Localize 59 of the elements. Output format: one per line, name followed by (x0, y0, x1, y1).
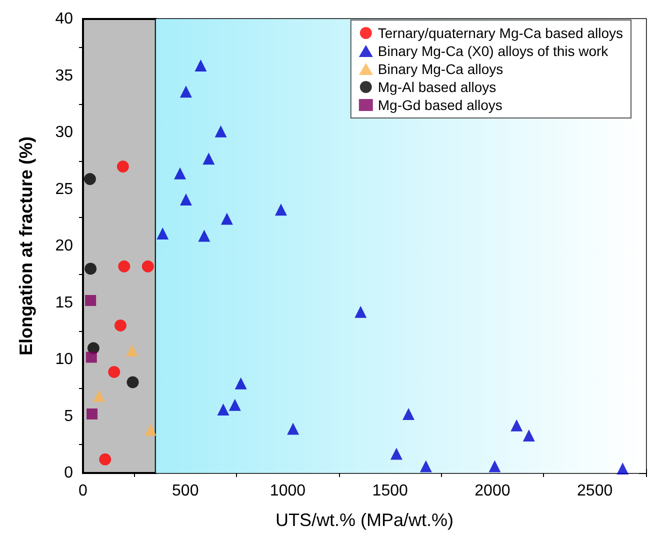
point (420, 460, 432, 472)
point (85, 294, 96, 306)
y-tick-label: 15 (55, 294, 74, 312)
point (142, 260, 154, 272)
y-tick-label: 30 (55, 124, 74, 141)
y-tick-label: 40 (55, 10, 74, 28)
x-tick-label: 0 (78, 482, 88, 500)
point (202, 152, 215, 165)
x-axis-title: UTS/wt.% (MPa/wt.%) (275, 510, 454, 530)
point (274, 204, 287, 216)
y-tick-label: 5 (64, 408, 74, 425)
point (390, 448, 402, 460)
point (402, 408, 415, 420)
point (354, 306, 367, 318)
point (522, 430, 535, 442)
point (144, 424, 157, 436)
point (510, 419, 523, 432)
y-axis-title: Elongation at fracture (%) (16, 136, 36, 356)
point (84, 173, 96, 186)
point (194, 60, 207, 72)
legend-label: Mg-Al based alloys (378, 79, 496, 95)
legend-label: Mg-Gd based alloys (378, 97, 502, 113)
point (114, 319, 126, 332)
x-tick-label: 2500 (577, 482, 613, 500)
point (180, 193, 192, 206)
point (108, 366, 120, 378)
point (126, 344, 138, 356)
point (116, 160, 129, 173)
legend-label: Ternary/quaternary Mg-Ca based alloys (378, 25, 624, 41)
point (180, 86, 192, 98)
y-tick-label: 20 (55, 238, 74, 254)
x-tick-label: 500 (172, 482, 199, 500)
y-tick-label: 10 (55, 351, 74, 368)
legend-label: Binary Mg-Ca alloys (378, 61, 504, 77)
point (99, 453, 112, 466)
point (488, 460, 501, 472)
y-tick-label: 0 (64, 464, 74, 482)
point (174, 167, 186, 180)
point (92, 390, 105, 402)
point (118, 260, 130, 272)
point (217, 403, 230, 416)
y-tick-label: 25 (55, 180, 74, 198)
point (220, 212, 233, 225)
point (198, 230, 210, 242)
x-tick-label: 1000 (270, 482, 306, 500)
point (86, 408, 98, 420)
point (287, 422, 300, 435)
point (214, 125, 227, 138)
y-tick-label: 35 (55, 67, 74, 84)
point (616, 462, 629, 474)
legend-label: Binary Mg-Ca (X0) alloys of this work (378, 43, 610, 59)
x-tick-label: 1500 (372, 482, 408, 500)
point (156, 228, 169, 240)
point (86, 352, 97, 363)
point (228, 398, 241, 411)
x-tick-label: 2000 (474, 482, 510, 500)
point (84, 262, 97, 275)
point (126, 376, 139, 388)
point (234, 377, 247, 390)
